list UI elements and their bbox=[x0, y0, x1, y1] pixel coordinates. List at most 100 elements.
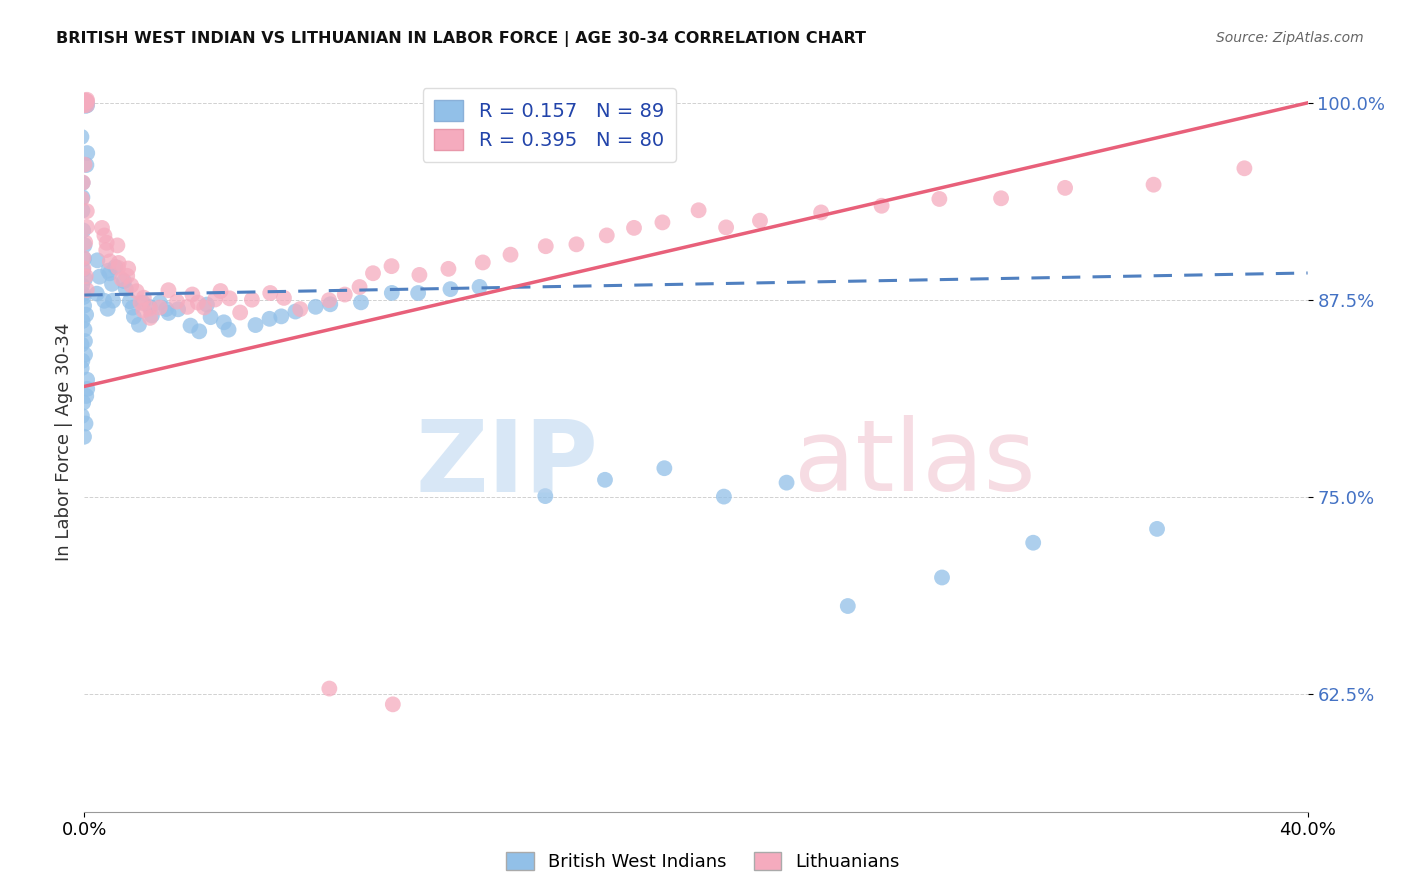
Point bbox=[149, 301, 172, 315]
Point bbox=[1054, 181, 1077, 195]
Point bbox=[273, 291, 295, 305]
Point bbox=[76, 283, 98, 297]
Point bbox=[107, 256, 129, 270]
Point bbox=[76, 95, 98, 109]
Point bbox=[98, 266, 121, 280]
Point bbox=[284, 304, 307, 318]
Point bbox=[304, 300, 326, 314]
Point bbox=[75, 269, 97, 284]
Point bbox=[714, 220, 737, 235]
Point bbox=[72, 261, 94, 276]
Point bbox=[76, 219, 98, 234]
Point bbox=[73, 94, 96, 108]
Point bbox=[76, 373, 98, 387]
Point bbox=[70, 95, 93, 110]
Point bbox=[132, 291, 155, 305]
Point bbox=[157, 283, 180, 297]
Point bbox=[437, 261, 460, 276]
Point bbox=[139, 310, 162, 325]
Point bbox=[749, 213, 772, 227]
Point bbox=[76, 93, 98, 107]
Point bbox=[155, 301, 177, 316]
Point bbox=[72, 354, 94, 368]
Point bbox=[101, 277, 124, 291]
Point bbox=[129, 295, 152, 310]
Point bbox=[70, 337, 93, 351]
Point bbox=[218, 291, 240, 305]
Point bbox=[928, 192, 950, 206]
Point bbox=[259, 285, 281, 300]
Point bbox=[229, 305, 252, 319]
Point bbox=[75, 94, 97, 108]
Point bbox=[651, 215, 673, 229]
Point bbox=[117, 261, 139, 276]
Point bbox=[534, 239, 557, 253]
Point bbox=[115, 268, 138, 283]
Point bbox=[105, 238, 128, 252]
Point bbox=[259, 311, 281, 326]
Point bbox=[193, 301, 215, 315]
Point bbox=[93, 293, 115, 308]
Point bbox=[73, 334, 96, 348]
Point bbox=[70, 129, 93, 144]
Point bbox=[468, 280, 491, 294]
Point bbox=[406, 286, 429, 301]
Point bbox=[96, 235, 118, 250]
Point bbox=[75, 99, 97, 113]
Point bbox=[73, 238, 96, 252]
Point bbox=[181, 287, 204, 301]
Point bbox=[72, 95, 94, 110]
Point bbox=[76, 382, 98, 396]
Point bbox=[534, 489, 557, 503]
Point bbox=[166, 294, 188, 309]
Point bbox=[75, 389, 97, 403]
Point bbox=[72, 290, 94, 304]
Point bbox=[167, 302, 190, 317]
Point bbox=[290, 302, 312, 317]
Point bbox=[408, 268, 430, 282]
Point bbox=[73, 252, 96, 266]
Point bbox=[72, 96, 94, 111]
Point bbox=[218, 323, 240, 337]
Point bbox=[86, 253, 108, 268]
Point bbox=[139, 301, 162, 316]
Point bbox=[70, 95, 93, 110]
Point bbox=[157, 306, 180, 320]
Point bbox=[139, 300, 162, 314]
Point bbox=[195, 297, 218, 311]
Point bbox=[72, 176, 94, 190]
Point bbox=[72, 314, 94, 328]
Point bbox=[96, 243, 118, 257]
Point bbox=[107, 260, 129, 275]
Point bbox=[75, 235, 97, 250]
Point bbox=[76, 98, 98, 112]
Point bbox=[112, 274, 135, 288]
Point bbox=[132, 295, 155, 310]
Point bbox=[381, 285, 404, 300]
Point bbox=[70, 409, 93, 423]
Point bbox=[70, 95, 93, 110]
Text: atlas: atlas bbox=[794, 416, 1035, 512]
Legend: British West Indians, Lithuanians: British West Indians, Lithuanians bbox=[499, 845, 907, 879]
Point bbox=[212, 315, 235, 329]
Point bbox=[688, 203, 710, 218]
Point bbox=[72, 203, 94, 218]
Point bbox=[97, 263, 120, 277]
Point bbox=[72, 395, 94, 409]
Point bbox=[75, 95, 97, 109]
Point bbox=[70, 192, 93, 206]
Point bbox=[176, 300, 198, 314]
Point bbox=[333, 287, 356, 301]
Point bbox=[180, 318, 202, 333]
Point bbox=[200, 310, 222, 325]
Point bbox=[73, 348, 96, 362]
Point bbox=[380, 259, 402, 273]
Point bbox=[349, 280, 371, 294]
Point bbox=[72, 176, 94, 190]
Point bbox=[565, 237, 588, 252]
Point bbox=[593, 473, 616, 487]
Point bbox=[70, 361, 93, 376]
Point bbox=[86, 286, 108, 301]
Point bbox=[931, 570, 953, 584]
Point bbox=[73, 430, 96, 444]
